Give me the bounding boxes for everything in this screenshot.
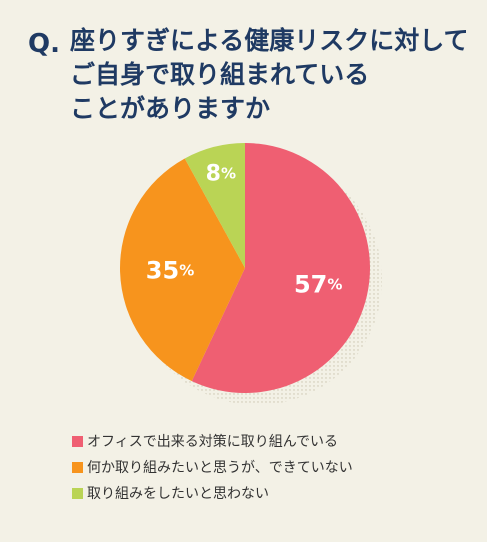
legend-swatch [72,435,83,447]
question-line-3: ことがありますか [70,94,271,123]
pie-data-label: 57% [294,270,342,298]
legend-item: 何か取り組みたいと思うが、できていない [72,456,353,478]
legend-label: 取り組みをしたいと思わない [87,486,269,502]
pie-slice [191,143,371,393]
legend-swatch [72,461,83,473]
legend-swatch [72,487,83,499]
legend-item: オフィスで出来る対策に取り組んでいる [72,430,353,452]
pie-data-label: 8% [206,161,236,186]
chart-legend: オフィスで出来る対策に取り組んでいる 何か取り組みたいと思うが、できていない 取… [72,430,353,508]
pie-slices [120,143,371,393]
question-heading: Q. 座りすぎによる健康リスクに対して ご自身で取り組まれている ことがあります… [28,24,469,126]
pie-slice [120,158,245,382]
pie-slice [184,143,245,268]
question-line-1: 座りすぎによる健康リスクに対して [70,26,469,55]
question-line-2: ご自身で取り組まれている [70,60,370,89]
pie-data-label: 35% [146,256,194,284]
question-text: 座りすぎによる健康リスクに対して ご自身で取り組まれている ことがありますか [70,24,469,126]
legend-label: 何か取り組みたいと思うが、できていない [87,460,353,476]
question-mark: Q. [28,29,60,59]
legend-item: 取り組みをしたいと思わない [72,482,353,504]
pie-data-labels: 57% 35% 8% [146,161,343,298]
legend-label: オフィスで出来る対策に取り組んでいる [87,434,339,450]
